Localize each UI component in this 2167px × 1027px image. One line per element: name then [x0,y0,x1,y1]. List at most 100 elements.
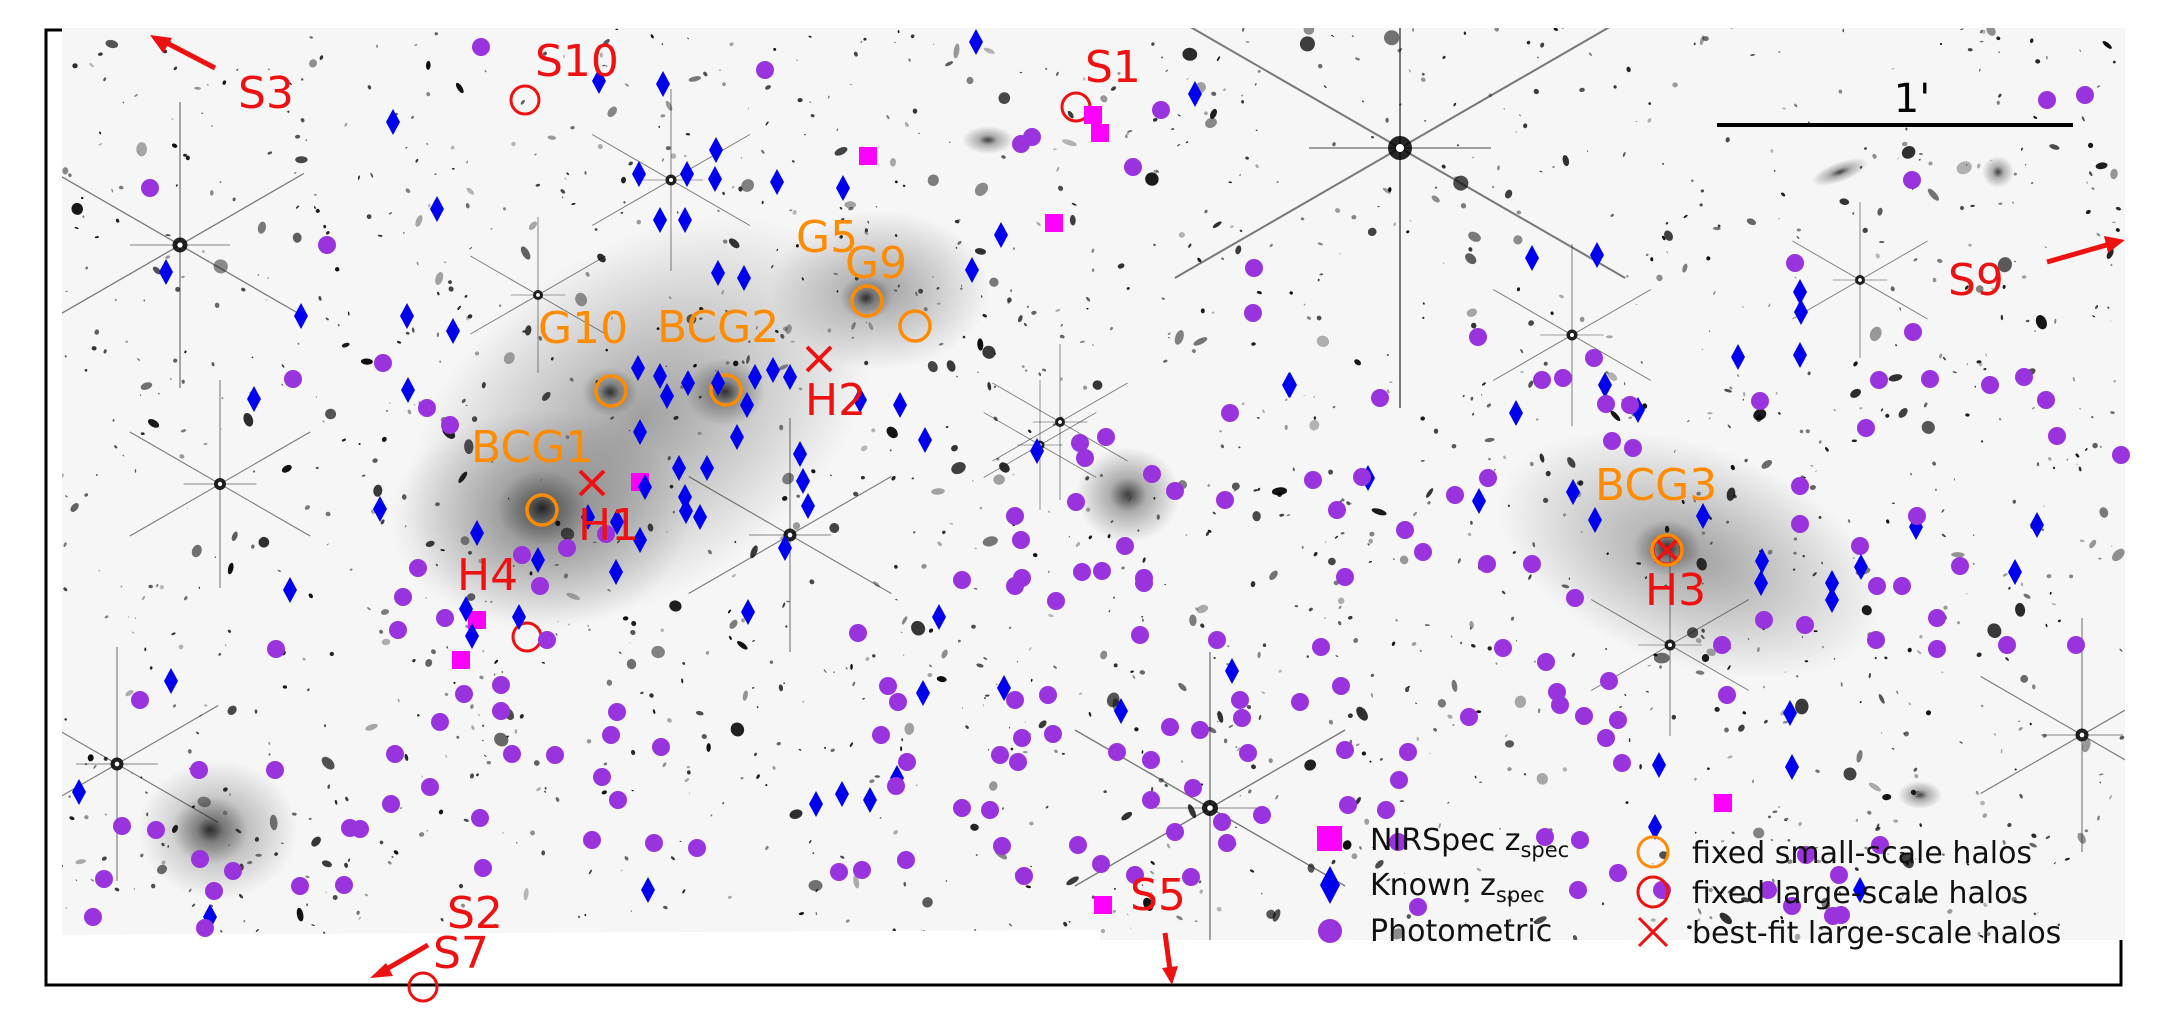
photometric-marker [1566,589,1584,607]
known-z-marker [638,474,652,500]
diffraction-stars [62,28,2125,940]
known-z-marker [766,357,780,383]
photometric-marker [224,862,242,880]
known-z-marker [1114,698,1128,724]
photometric-marker [1600,672,1618,690]
star-icon [1980,618,2125,852]
photometric-marker [652,738,670,756]
known-z-marker [283,577,297,603]
photometric-marker [1585,349,1603,367]
arrow-icon-s3 [150,35,217,71]
photometric-marker [1116,537,1134,555]
known-z-marker [918,427,932,453]
known-z-marker [678,484,692,510]
photometric-marker [1124,158,1142,176]
known-z-marker [653,207,667,233]
photometric-marker [1536,828,1554,846]
photometric-marker [609,791,627,809]
photometric-marker [1006,577,1024,595]
known-z-marker [633,527,647,553]
known-z-marker [678,207,692,233]
photometric-marker [853,861,871,879]
photometric-marker [1390,771,1408,789]
known-z-marker [400,303,414,329]
known-z-marker [1282,372,1296,398]
photometric-marker [2015,368,2033,386]
photometric-marker [421,778,439,796]
known-z-marker [470,520,484,546]
photometric-marker [1908,507,1926,525]
known-z-marker [294,303,308,329]
known-z-marker [159,259,173,285]
photometric-marker [513,546,531,564]
known-z-marker [672,455,686,481]
photometric-marker [2067,636,2085,654]
label-g10: G10 [538,303,628,354]
star-icon [992,344,1128,500]
photometric-marker [1244,304,1262,322]
photometric-marker [1221,404,1239,422]
photometric-marker [1718,686,1736,704]
halo-marker-bcg1 [525,493,559,527]
known-z-marker [796,468,810,494]
photometric-marker [538,631,556,649]
photometric-marker [583,831,601,849]
photometric-marker [1377,801,1395,819]
known-z-marker [247,386,261,412]
halo-marker-bcg3 [1650,533,1684,567]
label-g9: G9 [845,238,907,289]
background-galaxies [62,28,2125,940]
known-z-marker [793,441,807,467]
arrow-icon-s2 [370,942,430,978]
photometric-marker [887,777,905,795]
photometric-marker [558,539,576,557]
nirspec-marker [1094,896,1112,914]
photometric-marker [1015,867,1033,885]
blue-diamond-icon [1320,866,1340,904]
photometric-marker [1796,616,1814,634]
legend-large-halos-label: fixed large-scale halos [1692,876,2028,911]
photometric-marker [1142,751,1160,769]
photometric-marker [1571,831,1589,849]
photometric-marker [1399,743,1417,761]
photometric-marker [1069,836,1087,854]
photometric-marker [1824,907,1842,925]
nirspec-marker [1714,794,1732,812]
galaxy-markers [72,29,2130,937]
photometric-marker [267,640,285,658]
photometric-marker [1921,370,1939,388]
known-z-marker [386,109,400,135]
photometric-marker [1868,577,1886,595]
photometric-marker [1548,683,1566,701]
photometric-marker [1613,754,1631,772]
photometric-marker [1135,569,1153,587]
photometric-marker [1597,729,1615,747]
photometric-marker [374,354,392,372]
photometric-marker [386,745,404,763]
photometric-marker [1213,813,1231,831]
photometric-marker [889,693,907,711]
photometric-marker [2037,391,2055,409]
halo-marker-g9 [850,284,884,318]
known-z-marker [2008,559,2022,585]
photometric-marker [991,746,1009,764]
photometric-marker [1871,836,1889,854]
photometric-marker [1998,636,2016,654]
photometric-marker [1006,507,1024,525]
known-z-marker [1525,245,1539,271]
known-z-marker [778,535,792,561]
legend: NIRSpec zspec Known zspec Photometric fi… [1317,823,2061,951]
photometric-marker [1143,465,1161,483]
known-z-marker [711,370,725,396]
cross-icon-h1 [578,469,606,497]
photometric-marker [849,624,867,642]
photometric-marker [1870,371,1888,389]
photometric-marker [1904,323,1922,341]
photometric-marker [2112,446,2130,464]
photometric-marker [1851,537,1869,555]
star-icon [1174,28,1626,408]
direction-arrows [150,35,2125,985]
photometric-marker [1291,693,1309,711]
label-h4: H4 [457,550,518,601]
